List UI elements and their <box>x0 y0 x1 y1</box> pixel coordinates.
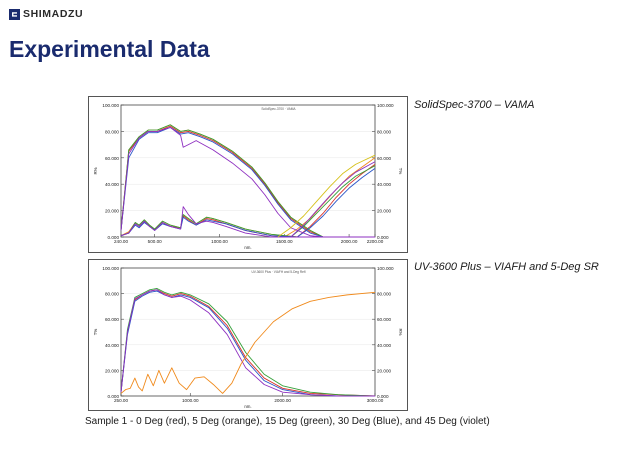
x-tick-label: 2200.00 <box>367 239 384 244</box>
inner-chart-title: SolidSpec-3700 · VAMA <box>261 107 296 111</box>
y-tick-label-left: 40.000 <box>105 182 119 187</box>
logo-text: SHIMADZU <box>23 8 84 20</box>
chart-uv3600: 0.000 0.000 20.000 20.000 40.000 40.000 60.000… <box>88 259 408 411</box>
inner-chart-title: UV-3600 Plus · VIAFH and 5-Deg Refl <box>251 270 305 274</box>
series-4-trans-line <box>120 291 376 394</box>
y-tick-label-left: 60.000 <box>105 317 119 322</box>
series-1-trans-line <box>120 288 376 397</box>
series-4-trans_rise-line <box>290 161 376 238</box>
y-tick-label-right: 20.000 <box>377 209 391 214</box>
series-0-trans-line <box>120 289 376 397</box>
y-tick-label-right: 80.000 <box>377 129 391 134</box>
series-5-trans_rise-line <box>277 154 376 238</box>
y-axis-label-right: T% <box>398 168 403 175</box>
y-tick-label-right: 20.000 <box>377 368 391 373</box>
y-tick-label-left: 100.000 <box>102 266 119 271</box>
solidspec-chart-svg: 0.000 0.000 20.000 20.000 40.000 40.000 60.000… <box>93 103 403 250</box>
y-tick-label-left: 80.000 <box>105 292 119 297</box>
series-3-trans-line <box>120 289 375 397</box>
series-1-trans-line <box>120 124 375 238</box>
x-tick-label: 3000.00 <box>367 398 384 403</box>
series-3-trans_rise-line <box>296 167 376 238</box>
y-tick-label-right: 60.000 <box>377 156 391 161</box>
chart-solidspec: 0.000 0.000 20.000 20.000 40.000 40.000 60.000… <box>88 96 408 253</box>
series-0-trans_rise-line <box>296 164 376 238</box>
series-4-trans-line <box>120 126 375 238</box>
x-tick-label: 1000.00 <box>182 398 199 403</box>
y-tick-label-left: 20.000 <box>105 368 119 373</box>
y-tick-label-right: 0.000 <box>377 235 389 240</box>
y-tick-label-left: 80.000 <box>105 129 119 134</box>
y-tick-label-right: 40.000 <box>377 343 391 348</box>
y-tick-label-right: 80.000 <box>377 292 391 297</box>
y-tick-label-left: 20.000 <box>105 209 119 214</box>
y-tick-label-right: 0.000 <box>377 394 389 399</box>
x-tick-label: 500.00 <box>148 239 162 244</box>
y-tick-label-left: 0.000 <box>108 394 120 399</box>
y-tick-label-right: 60.000 <box>377 317 391 322</box>
x-tick-label: 1000.00 <box>211 239 228 244</box>
y-tick-label-left: 40.000 <box>105 343 119 348</box>
y-tick-label-left: 100.000 <box>102 103 119 108</box>
plot-area <box>120 104 376 238</box>
brand-logo: SHIMADZU <box>9 7 83 21</box>
y-tick-label-right: 100.000 <box>377 103 394 108</box>
x-tick-label: 1500.00 <box>276 239 293 244</box>
x-axis-label: nm. <box>244 245 251 250</box>
x-tick-label: 240.00 <box>114 239 128 244</box>
series-3-reflect-line <box>120 216 375 238</box>
series-2-trans_rise-line <box>290 165 376 238</box>
y-axis-label-right: R% <box>398 328 403 335</box>
chart-label-uv3600: UV-3600 Plus – VIAFH and 5-Deg SR <box>414 261 599 273</box>
shimadzu-logo-icon <box>9 8 20 20</box>
uv3600-chart-svg: 0.000 0.000 20.000 20.000 40.000 40.000 60.000… <box>93 266 403 409</box>
series-4-reflect-line <box>120 206 375 238</box>
x-tick-label: 2000.00 <box>274 398 291 403</box>
figure-caption: Sample 1 - 0 Deg (red), 5 Deg (orange), … <box>85 416 490 427</box>
series-3-trans-line <box>120 126 375 238</box>
x-tick-label: 2000.00 <box>341 239 358 244</box>
y-axis-label-left: R% <box>93 167 98 174</box>
x-tick-label: 250.00 <box>114 398 128 403</box>
page-title: Experimental Data <box>9 36 210 62</box>
series-2-trans-line <box>120 290 375 397</box>
y-axis-label-left: T% <box>93 329 98 336</box>
x-axis-label: nm. <box>244 404 251 409</box>
y-tick-label-right: 40.000 <box>377 182 391 187</box>
y-tick-label-left: 60.000 <box>105 156 119 161</box>
y-tick-label-right: 100.000 <box>377 266 394 271</box>
y-tick-label-left: 0.000 <box>108 235 120 240</box>
chart-label-solidspec: SolidSpec-3700 – VAMA <box>414 99 535 111</box>
series-0-trans-line <box>120 125 375 238</box>
series-2-trans-line <box>120 124 375 238</box>
plot-area <box>120 267 376 397</box>
